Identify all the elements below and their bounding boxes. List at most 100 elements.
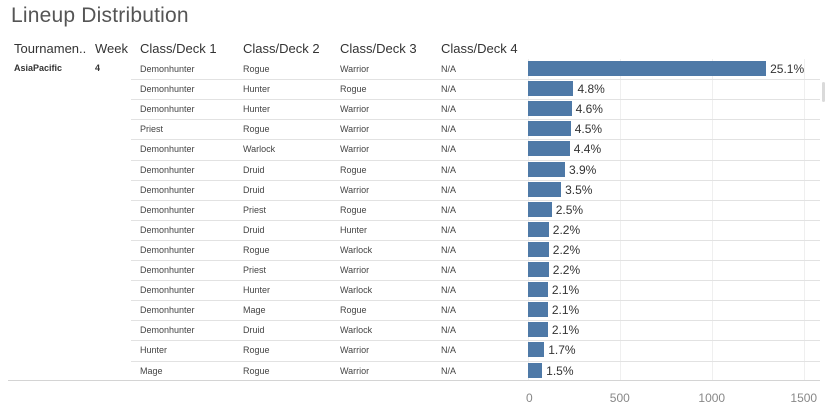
vertical-scrollbar[interactable] (822, 82, 825, 102)
deck3-cell: Rogue (340, 205, 367, 215)
deck1-cell: Demonhunter (140, 165, 195, 175)
deck1-cell: Demonhunter (140, 305, 195, 315)
bar-label: 2.5% (555, 203, 584, 217)
bar[interactable] (528, 61, 767, 76)
header-deck1[interactable]: Class/Deck 1 (140, 41, 217, 56)
week-cell: 4 (95, 63, 101, 73)
bar-label: 2.2% (552, 223, 581, 237)
deck3-cell: Hunter (340, 225, 368, 235)
row-divider (131, 220, 820, 221)
gridline (804, 59, 805, 380)
deck1-cell: Demonhunter (140, 225, 195, 235)
bar-label: 2.1% (551, 303, 580, 317)
deck2-cell: Hunter (243, 285, 271, 295)
bar-label: 2.1% (551, 323, 580, 337)
deck3-cell: Warlock (340, 325, 373, 335)
bar[interactable] (528, 262, 549, 277)
deck2-cell: Warlock (243, 144, 276, 154)
bar[interactable] (528, 202, 552, 217)
bar[interactable] (528, 342, 545, 357)
deck1-cell: Demonhunter (140, 325, 195, 335)
deck2-cell: Rogue (243, 345, 270, 355)
bar[interactable] (528, 162, 565, 177)
deck2-cell: Druid (243, 185, 265, 195)
deck3-cell: Warrior (340, 345, 370, 355)
deck4-cell: N/A (441, 205, 457, 215)
deck4-cell: N/A (441, 285, 457, 295)
deck3-cell: Warlock (340, 285, 373, 295)
row-divider (131, 160, 820, 161)
bar[interactable] (528, 242, 549, 257)
deck3-cell: Warrior (340, 104, 370, 114)
row-divider (131, 320, 820, 321)
deck1-cell: Demonhunter (140, 64, 195, 74)
deck1-cell: Demonhunter (140, 185, 195, 195)
deck3-cell: Warrior (340, 64, 370, 74)
header-tournament[interactable]: Tournamen.. (14, 41, 87, 56)
deck3-cell: Warrior (340, 124, 370, 134)
bar[interactable] (528, 81, 574, 96)
deck1-cell: Priest (140, 124, 164, 134)
deck2-cell: Druid (243, 225, 265, 235)
bar-label: 2.1% (551, 283, 580, 297)
bar[interactable] (528, 363, 543, 378)
bar-label: 2.2% (552, 243, 581, 257)
deck4-cell: N/A (441, 265, 457, 275)
bar[interactable] (528, 182, 562, 197)
deck4-cell: N/A (441, 104, 457, 114)
deck4-cell: N/A (441, 245, 457, 255)
header-deck4[interactable]: Class/Deck 4 (441, 41, 518, 56)
bar-label: 3.5% (565, 183, 593, 197)
row-divider (131, 99, 820, 100)
deck3-cell: Warrior (340, 185, 370, 195)
table-bottom-divider (8, 380, 820, 381)
bar[interactable] (528, 101, 572, 116)
header-week[interactable]: Week (95, 41, 128, 56)
row-divider (131, 340, 820, 341)
bar-label: 1.7% (548, 343, 576, 357)
row-divider (131, 240, 820, 241)
tournament-cell: AsiaPacific (14, 63, 63, 73)
bar[interactable] (528, 121, 571, 136)
row-divider (131, 361, 820, 362)
deck1-cell: Demonhunter (140, 245, 195, 255)
bar-label: 25.1% (770, 62, 805, 76)
x-tick-label: 1000 (698, 391, 726, 405)
deck1-cell: Mage (140, 366, 163, 376)
deck2-cell: Rogue (243, 366, 270, 376)
chart-title: Lineup Distribution (11, 4, 189, 27)
row-divider (131, 280, 820, 281)
deck1-cell: Demonhunter (140, 84, 195, 94)
bar-label: 1.5% (546, 364, 574, 378)
row-divider (131, 119, 820, 120)
x-tick-label: 1500 (790, 391, 818, 405)
deck2-cell: Rogue (243, 124, 270, 134)
deck4-cell: N/A (441, 325, 457, 335)
row-divider (131, 139, 820, 140)
bar[interactable] (528, 222, 549, 237)
bar-label: 4.8% (577, 82, 605, 96)
bar[interactable] (528, 322, 548, 337)
deck2-cell: Rogue (243, 64, 270, 74)
deck1-cell: Demonhunter (140, 285, 195, 295)
bar-label: 4.6% (575, 102, 603, 116)
row-divider (131, 180, 820, 181)
deck2-cell: Priest (243, 265, 267, 275)
deck2-cell: Hunter (243, 84, 271, 94)
bar-label: 2.2% (552, 263, 581, 277)
header-deck2[interactable]: Class/Deck 2 (243, 41, 320, 56)
deck4-cell: N/A (441, 366, 457, 376)
deck3-cell: Rogue (340, 165, 367, 175)
bar[interactable] (528, 302, 548, 317)
bar[interactable] (528, 282, 548, 297)
deck2-cell: Priest (243, 205, 267, 215)
deck3-cell: Warrior (340, 366, 370, 376)
row-divider (131, 300, 820, 301)
deck1-cell: Demonhunter (140, 265, 195, 275)
header-deck3[interactable]: Class/Deck 3 (340, 41, 417, 56)
gridline (528, 59, 529, 380)
deck3-cell: Warlock (340, 245, 373, 255)
bar[interactable] (528, 141, 570, 156)
row-divider (131, 200, 820, 201)
deck4-cell: N/A (441, 345, 457, 355)
